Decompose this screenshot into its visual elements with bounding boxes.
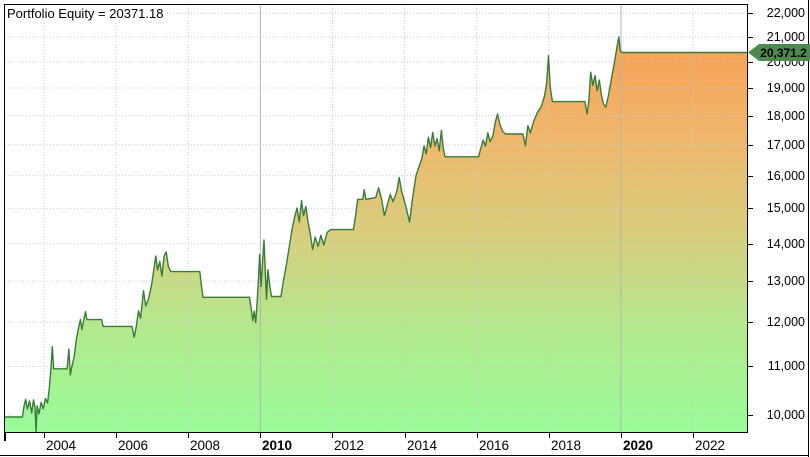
x-axis-label: 2020 (623, 438, 654, 453)
y-axis-label: 17,000 (766, 138, 805, 152)
y-axis-label: 19,000 (766, 81, 805, 95)
y-axis-label: 11,000 (767, 359, 805, 373)
equity-curve-canvas (5, 5, 747, 432)
y-axis-label: 13,000 (766, 274, 805, 288)
y-axis-label: 10,000 (766, 408, 805, 422)
x-axis-label: 2004 (46, 438, 77, 453)
x-axis-label: 2006 (118, 438, 149, 453)
x-axis-label: 2022 (695, 438, 726, 453)
x-axis-tick (549, 433, 550, 438)
y-axis-label: 16,000 (766, 169, 805, 183)
axis-corner-tick (4, 432, 6, 441)
y-axis-tick (747, 322, 753, 323)
chart-plot-area[interactable] (4, 4, 748, 433)
x-axis-tick (477, 433, 478, 438)
y-axis-tick (747, 37, 753, 38)
y-axis-label: 22,000 (766, 6, 805, 20)
y-axis-tick (747, 145, 753, 146)
x-axis-tick (116, 433, 117, 438)
portfolio-equity-label: Portfolio Equity = 20371.18 (7, 6, 167, 22)
y-axis-tick (747, 13, 753, 14)
y-axis-tick (747, 62, 753, 63)
last-price-tag: 20,371.2 (748, 44, 810, 61)
y-axis-tick (747, 88, 753, 89)
y-axis-tick (747, 208, 753, 209)
x-axis-tick (260, 433, 261, 438)
y-axis-label: 15,000 (766, 201, 805, 215)
x-axis-tick (332, 433, 333, 438)
x-axis-label: 2008 (190, 438, 221, 453)
y-axis-tick (747, 366, 753, 367)
y-axis-label: 21,000 (766, 30, 805, 44)
y-axis-tick (747, 176, 753, 177)
equity-line (5, 36, 747, 432)
frame-right-border (808, 0, 809, 457)
x-axis-tick (621, 433, 622, 438)
y-axis-label: 18,000 (766, 109, 805, 123)
x-axis-label: 2014 (407, 438, 438, 453)
x-axis-label: 2010 (262, 438, 293, 453)
y-axis-tick (747, 281, 753, 282)
x-axis-tick (405, 433, 406, 438)
frame-bottom-border (0, 455, 809, 456)
x-axis-label: 2018 (551, 438, 582, 453)
x-axis-tick (188, 433, 189, 438)
equity-area (5, 37, 747, 432)
x-axis-tick (44, 433, 45, 438)
y-axis-label: 14,000 (766, 237, 805, 251)
x-axis-label: 2016 (479, 438, 510, 453)
x-axis-label: 2012 (334, 438, 365, 453)
y-axis-tick (747, 244, 753, 245)
y-axis-tick (747, 415, 753, 416)
y-axis-label: 12,000 (766, 315, 805, 329)
y-axis-tick (747, 116, 753, 117)
x-axis-tick (693, 433, 694, 438)
